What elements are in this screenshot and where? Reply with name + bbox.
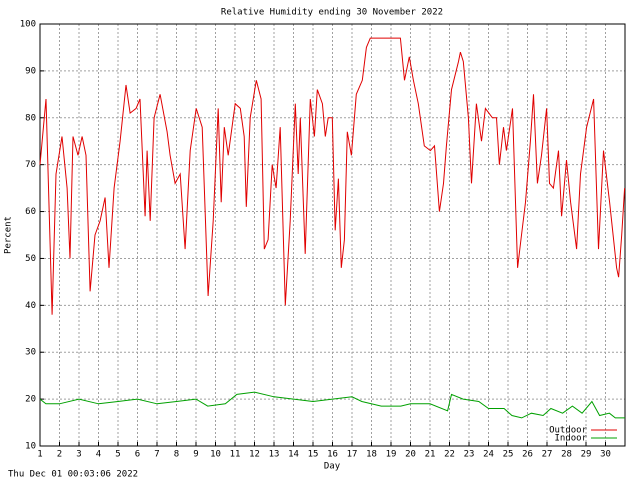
x-tick-label: 1 xyxy=(37,450,42,460)
y-tick-label: 30 xyxy=(25,348,36,358)
x-tick-label: 2 xyxy=(57,450,62,460)
x-tick-label: 24 xyxy=(483,450,494,460)
y-tick-label: 100 xyxy=(20,20,36,30)
legend-label: Indoor xyxy=(554,434,587,444)
x-tick-label: 29 xyxy=(581,450,592,460)
plot-frame xyxy=(39,23,626,447)
series-line xyxy=(39,391,625,419)
x-tick-label: 14 xyxy=(288,450,299,460)
y-axis-label: Percent xyxy=(4,216,14,254)
y-tick-label: 60 xyxy=(25,207,36,217)
y-tick-label: 70 xyxy=(25,160,36,170)
y-tick-label: 40 xyxy=(25,301,36,311)
x-tick-label: 12 xyxy=(249,450,260,460)
x-tick-label: 18 xyxy=(366,450,377,460)
y-tick-label: 50 xyxy=(25,254,36,264)
x-tick-label: 10 xyxy=(210,450,221,460)
x-tick-label: 23 xyxy=(464,450,475,460)
y-tick-label: 20 xyxy=(25,395,36,405)
footer: Thu Dec 01 00:03:06 2022 xyxy=(8,470,138,480)
x-tick-label: 13 xyxy=(269,450,280,460)
x-tick-label: 30 xyxy=(600,450,611,460)
legend-label: Outdoor xyxy=(549,426,588,436)
x-tick-label: 16 xyxy=(327,450,338,460)
y-tick-label: 80 xyxy=(25,113,36,123)
x-tick-label: 26 xyxy=(522,450,533,460)
x-tick-label: 7 xyxy=(154,450,159,460)
x-tick-label: 20 xyxy=(405,450,416,460)
x-axis-label: Day xyxy=(324,462,341,472)
y-tick-label: 10 xyxy=(25,442,36,452)
x-tick-label: 6 xyxy=(135,450,140,460)
x-tick-label: 15 xyxy=(308,450,319,460)
x-tick-label: 21 xyxy=(425,450,436,460)
series-line xyxy=(39,37,626,315)
x-tick-label: 4 xyxy=(96,450,101,460)
x-tick-label: 27 xyxy=(542,450,553,460)
x-tick-label: 22 xyxy=(444,450,455,460)
x-tick-label: 3 xyxy=(76,450,81,460)
x-tick-label: 28 xyxy=(561,450,572,460)
x-tick-label: 9 xyxy=(193,450,198,460)
x-tick-label: 19 xyxy=(386,450,397,460)
x-tick-label: 8 xyxy=(174,450,179,460)
x-tick-label: 17 xyxy=(347,450,358,460)
x-tick-label: 5 xyxy=(115,450,120,460)
x-tick-label: 25 xyxy=(503,450,514,460)
x-tick-label: 11 xyxy=(230,450,241,460)
chart-title: Relative Humidity ending 30 November 202… xyxy=(221,8,443,18)
y-tick-label: 90 xyxy=(25,66,36,76)
